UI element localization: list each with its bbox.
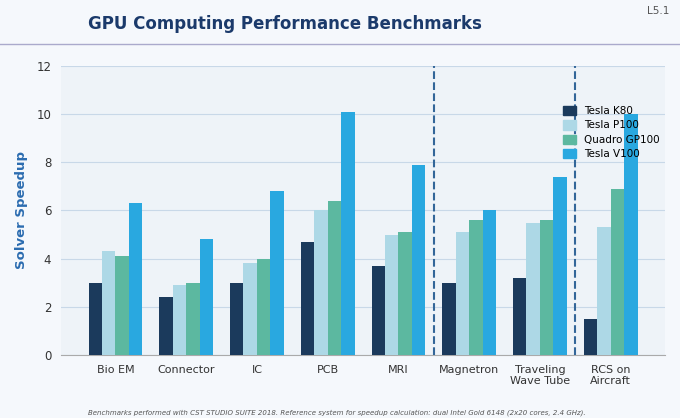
Bar <box>412 165 425 355</box>
Bar <box>88 283 102 355</box>
Bar <box>442 283 456 355</box>
Bar <box>611 189 624 355</box>
Bar <box>385 234 398 355</box>
Bar <box>341 112 354 355</box>
Bar <box>116 256 129 355</box>
Bar <box>513 278 526 355</box>
Bar <box>159 297 173 355</box>
Bar <box>230 283 243 355</box>
Bar <box>314 211 328 355</box>
Bar <box>186 283 200 355</box>
Text: GPU Computing Performance Benchmarks: GPU Computing Performance Benchmarks <box>88 15 482 33</box>
Bar <box>257 259 271 355</box>
Bar <box>129 203 142 355</box>
Y-axis label: Solver Speedup: Solver Speedup <box>15 151 28 270</box>
Bar <box>301 242 314 355</box>
Legend: Tesla K80, Tesla P100, Quadro GP100, Tesla V100: Tesla K80, Tesla P100, Quadro GP100, Tes… <box>563 106 660 159</box>
Bar <box>483 211 496 355</box>
Bar <box>173 285 186 355</box>
Text: Benchmarks performed with CST STUDIO SUITE 2018. Reference system for speedup ca: Benchmarks performed with CST STUDIO SUI… <box>88 409 586 416</box>
Bar <box>456 232 469 355</box>
Bar <box>583 319 597 355</box>
Bar <box>243 263 257 355</box>
Bar <box>526 222 540 355</box>
Bar <box>597 227 611 355</box>
Bar <box>371 266 385 355</box>
Bar <box>469 220 483 355</box>
Bar <box>624 114 638 355</box>
Bar <box>200 240 213 355</box>
Bar <box>328 201 341 355</box>
Bar <box>271 191 284 355</box>
Bar <box>540 220 554 355</box>
Bar <box>102 251 116 355</box>
Bar <box>398 232 412 355</box>
Text: L5.1: L5.1 <box>647 6 670 16</box>
Bar <box>554 177 567 355</box>
